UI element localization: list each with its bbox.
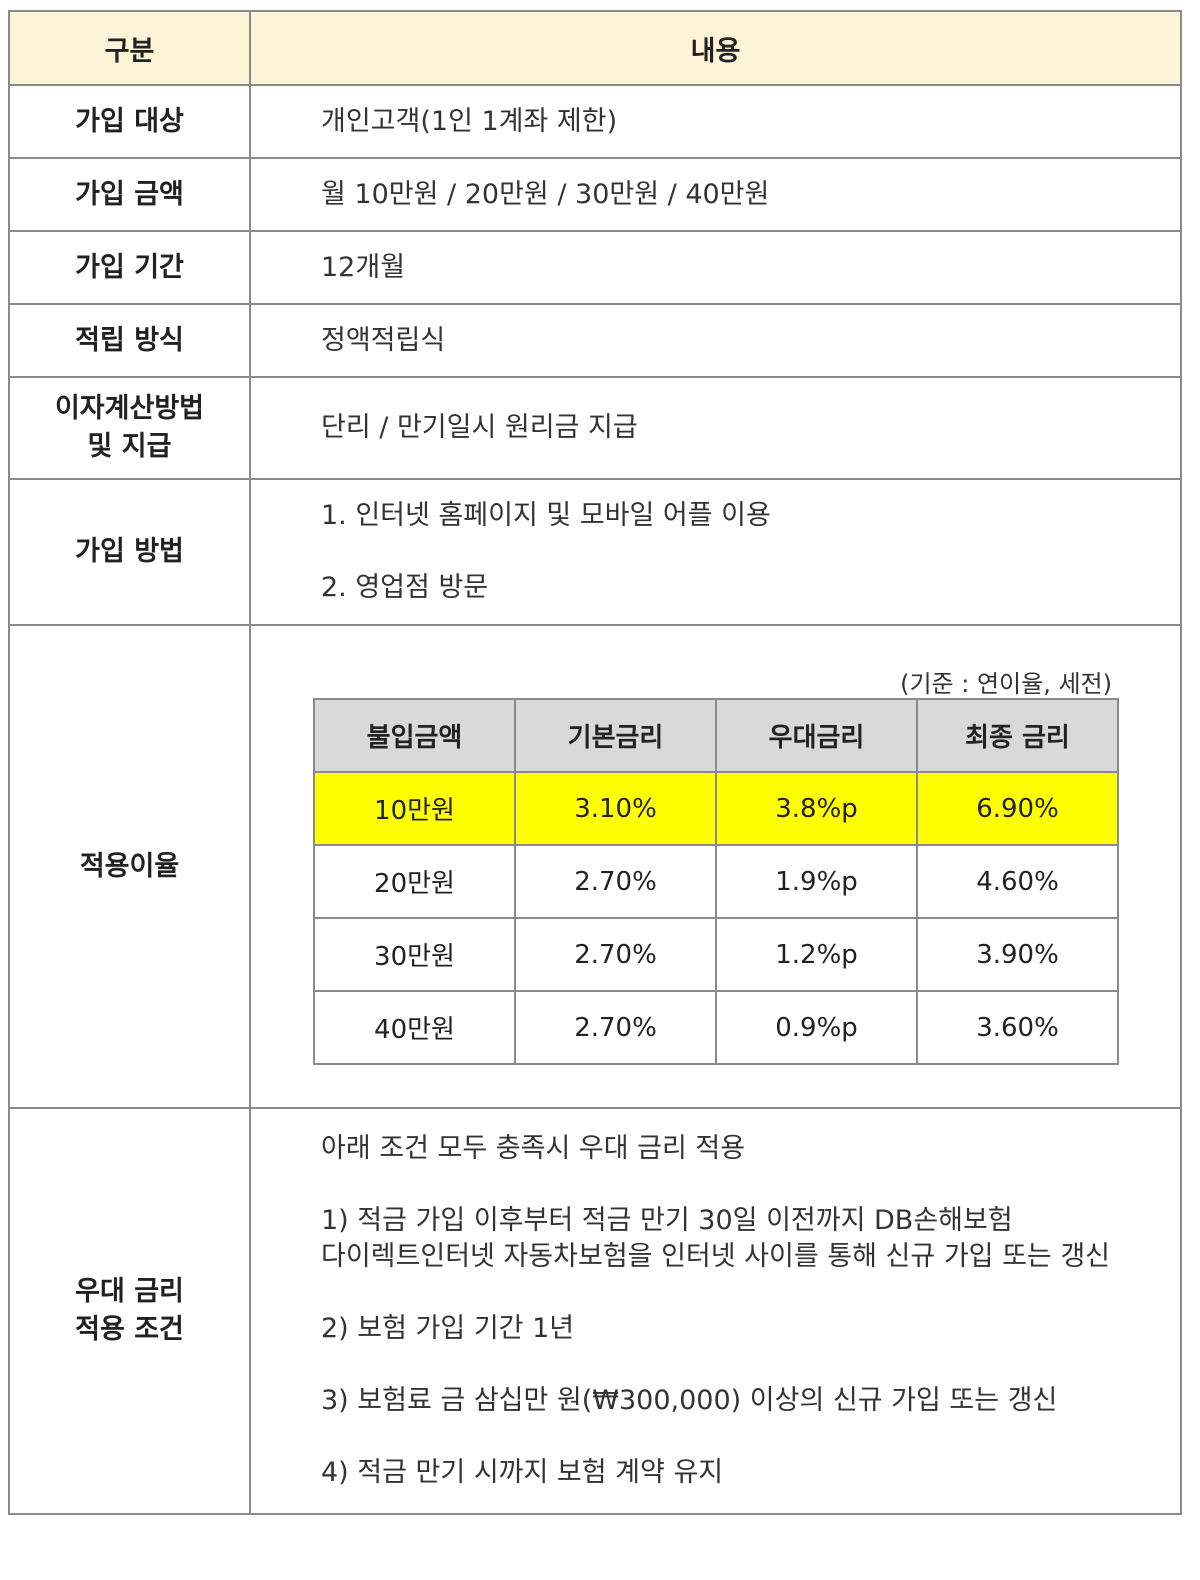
rate-row: 30만원 2.70% 1.2%p 3.90% (313, 917, 1119, 992)
condition-item: 4) 적금 만기 시까지 보험 계약 유지 (321, 1457, 724, 1488)
rate-col-header: 우대금리 (715, 698, 918, 773)
row-value: 단리 / 만기일시 원리금 지급 (249, 376, 1182, 480)
rate-cell-bonus: 3.8%p (715, 771, 918, 846)
condition-item-continued: 다이렉트인터넷 자동차보험을 인터넷 사이를 통해 신규 가입 또는 갱신 (321, 1241, 1111, 1272)
row-label-line: 우대 금리 (75, 1276, 184, 1307)
rate-cell-final: 6.90% (916, 771, 1119, 846)
row-label: 우대 금리 적용 조건 (8, 1107, 251, 1515)
row-label: 가입 방법 (8, 478, 251, 626)
row-eligibility: 가입 대상 개인고객(1인 1계좌 제한) (8, 84, 1182, 159)
rate-row: 40만원 2.70% 0.9%p 3.60% (313, 990, 1119, 1065)
row-amount: 가입 금액 월 10만원 / 20만원 / 30만원 / 40만원 (8, 157, 1182, 232)
row-interest-calc: 이자계산방법 및 지급 단리 / 만기일시 원리금 지급 (8, 376, 1182, 480)
header-category: 구분 (8, 10, 251, 86)
row-value: 1. 인터넷 홈페이지 및 모바일 어플 이용 2. 영업점 방문 (249, 478, 1182, 626)
row-label: 이자계산방법 및 지급 (8, 376, 251, 480)
row-value: 개인고객(1인 1계좌 제한) (249, 84, 1182, 159)
conditions-intro: 아래 조건 모두 충족시 우대 금리 적용 (321, 1133, 746, 1164)
rate-cell-base: 3.10% (514, 771, 717, 846)
row-label-line: 이자계산방법 (54, 393, 205, 424)
header-content: 내용 (249, 10, 1182, 86)
rate-cell-final: 3.90% (916, 917, 1119, 992)
condition-item: 1) 적금 가입 이후부터 적금 만기 30일 이전까지 DB손해보험 (321, 1205, 1013, 1236)
header-row: 구분 내용 (8, 10, 1182, 86)
rate-cell-amount: 20만원 (313, 844, 516, 919)
row-value: 월 10만원 / 20만원 / 30만원 / 40만원 (249, 157, 1182, 232)
condition-item: 3) 보험료 금 삼십만 원(₩300,000) 이상의 신규 가입 또는 갱신 (321, 1385, 1058, 1416)
rate-cell-base: 2.70% (514, 990, 717, 1065)
rate-cell-bonus: 0.9%p (715, 990, 918, 1065)
rate-col-header: 기본금리 (514, 698, 717, 773)
rate-cell-final: 4.60% (916, 844, 1119, 919)
rate-col-header: 최종 금리 (916, 698, 1119, 773)
row-label: 적립 방식 (8, 303, 251, 378)
rate-cell-amount: 40만원 (313, 990, 516, 1065)
row-value: 정액적립식 (249, 303, 1182, 378)
row-label-line: 적용 조건 (75, 1314, 184, 1345)
row-label: 가입 금액 (8, 157, 251, 232)
row-value: 12개월 (249, 230, 1182, 305)
condition-item: 2) 보험 가입 기간 1년 (321, 1313, 575, 1344)
rate-cell-amount: 10만원 (313, 771, 516, 846)
method-item: 1. 인터넷 홈페이지 및 모바일 어플 이용 (321, 500, 771, 531)
rate-header-row: 불입금액 기본금리 우대금리 최종 금리 (313, 698, 1119, 773)
rate-cell-bonus: 1.9%p (715, 844, 918, 919)
rate-cell: (기준 : 연이율, 세전) 불입금액 기본금리 우대금리 최종 금리 10만원… (249, 624, 1182, 1109)
method-item: 2. 영업점 방문 (321, 572, 489, 603)
rate-container: (기준 : 연이율, 세전) 불입금액 기본금리 우대금리 최종 금리 10만원… (251, 626, 1180, 1107)
product-info-table: 구분 내용 가입 대상 개인고객(1인 1계좌 제한) 가입 금액 월 10만원… (8, 10, 1182, 1515)
rate-cell-base: 2.70% (514, 844, 717, 919)
rate-row: 20만원 2.70% 1.9%p 4.60% (313, 844, 1119, 919)
row-join-method: 가입 방법 1. 인터넷 홈페이지 및 모바일 어플 이용 2. 영업점 방문 (8, 478, 1182, 626)
row-preferential-conditions: 우대 금리 적용 조건 아래 조건 모두 충족시 우대 금리 적용 1) 적금 … (8, 1107, 1182, 1515)
conditions-cell: 아래 조건 모두 충족시 우대 금리 적용 1) 적금 가입 이후부터 적금 만… (249, 1107, 1182, 1515)
row-period: 가입 기간 12개월 (8, 230, 1182, 305)
rate-cell-base: 2.70% (514, 917, 717, 992)
rate-row-highlighted: 10만원 3.10% 3.8%p 6.90% (313, 771, 1119, 846)
rate-cell-bonus: 1.2%p (715, 917, 918, 992)
row-label: 가입 기간 (8, 230, 251, 305)
rate-col-header: 불입금액 (313, 698, 516, 773)
row-label: 적용이율 (8, 624, 251, 1109)
row-interest-rate: 적용이율 (기준 : 연이율, 세전) 불입금액 기본금리 우대금리 최종 금리… (8, 624, 1182, 1109)
row-label: 가입 대상 (8, 84, 251, 159)
row-savings-type: 적립 방식 정액적립식 (8, 303, 1182, 378)
rate-table: 불입금액 기본금리 우대금리 최종 금리 10만원 3.10% 3.8%p 6.… (313, 698, 1119, 1065)
rate-note: (기준 : 연이율, 세전) (900, 670, 1112, 698)
rate-cell-amount: 30만원 (313, 917, 516, 992)
row-label-line: 및 지급 (87, 431, 172, 462)
rate-cell-final: 3.60% (916, 990, 1119, 1065)
